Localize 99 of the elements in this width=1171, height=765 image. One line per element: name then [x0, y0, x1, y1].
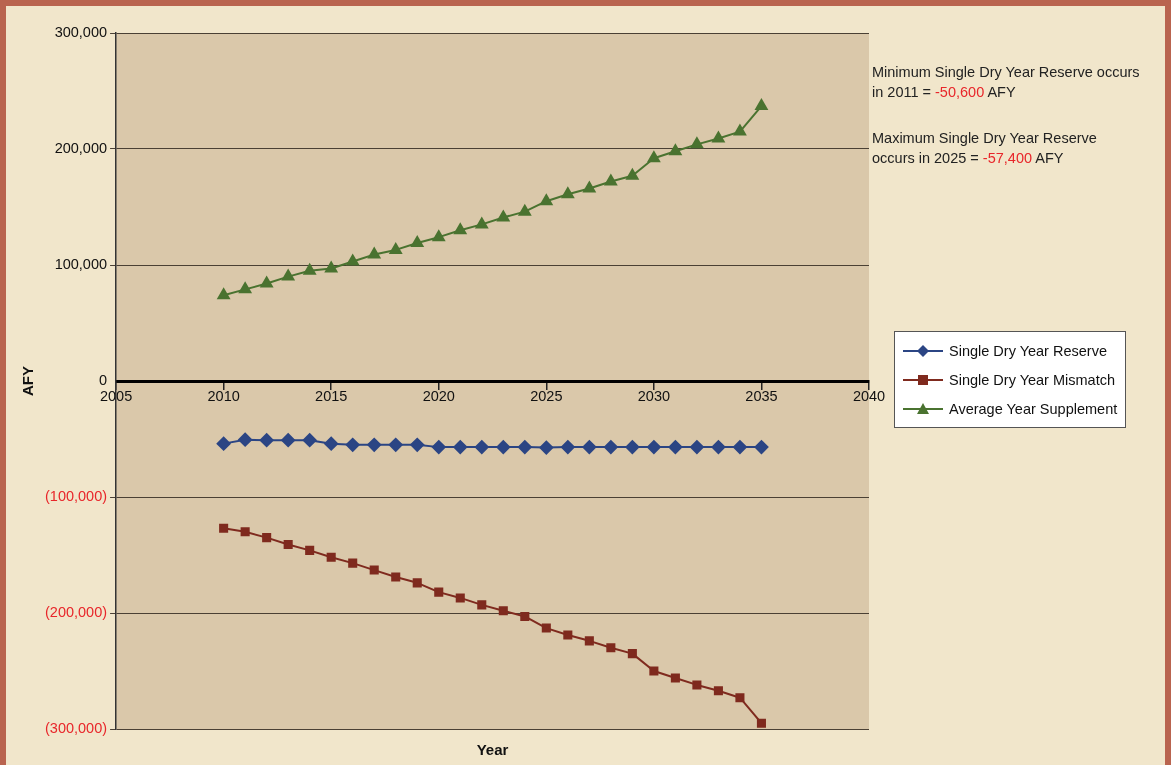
point — [518, 204, 531, 216]
point — [647, 151, 661, 163]
point — [326, 552, 336, 562]
point — [582, 440, 597, 455]
y-tick-label: 100,000 — [54, 256, 108, 272]
point — [281, 269, 295, 281]
point — [434, 587, 444, 597]
legend-label: Single Dry Year Mismatch — [949, 371, 1116, 388]
point — [669, 144, 682, 156]
point — [670, 673, 680, 683]
point — [453, 440, 468, 455]
x-tick-label: 2015 — [315, 387, 348, 404]
point — [325, 261, 338, 273]
point — [303, 263, 316, 275]
point — [690, 137, 704, 149]
point — [260, 276, 273, 288]
point — [606, 643, 616, 653]
point — [539, 440, 554, 455]
point — [474, 440, 489, 455]
point — [391, 572, 401, 582]
point — [692, 680, 702, 690]
y-tick-label: 300,000 — [54, 24, 108, 40]
point — [324, 436, 339, 451]
point — [560, 440, 575, 455]
point — [689, 440, 704, 455]
point — [367, 437, 382, 452]
point — [517, 440, 532, 455]
point — [477, 600, 487, 610]
point — [305, 545, 315, 555]
point — [498, 606, 508, 616]
x-axis-title: Year — [476, 740, 509, 758]
point — [262, 533, 272, 543]
point — [216, 436, 231, 451]
point — [369, 565, 379, 575]
point — [412, 578, 422, 588]
point — [584, 636, 594, 646]
point — [603, 440, 618, 455]
text: Maximum Single Dry Year Reserve occurs in 2025 = -57,400 AFY — [872, 130, 1097, 166]
point — [346, 254, 359, 266]
point — [713, 686, 723, 696]
x-tick-label: 2030 — [637, 387, 671, 404]
x-tick-label: 2020 — [422, 387, 455, 404]
y-tick-label: 0 — [98, 372, 108, 388]
point — [454, 223, 467, 235]
x-tick-label: 2035 — [745, 387, 778, 404]
point — [217, 288, 230, 300]
point — [735, 693, 745, 703]
point — [626, 168, 639, 180]
point — [497, 210, 510, 222]
point — [388, 437, 403, 452]
point — [411, 235, 424, 247]
y-tick-label: (200,000) — [44, 604, 108, 620]
point — [755, 99, 768, 111]
text: Minimum Single Dry Year Reserve occurs in 2011 = -50,600 AFY — [872, 64, 1140, 100]
point — [754, 440, 769, 455]
point — [625, 440, 640, 455]
y-axis-title: AFY — [19, 366, 37, 396]
point — [732, 440, 747, 455]
point — [348, 558, 358, 568]
point — [455, 593, 465, 603]
point — [540, 194, 553, 206]
point — [219, 523, 229, 533]
point — [668, 440, 683, 455]
point — [431, 440, 446, 455]
x-tick-label: 2040 — [852, 387, 886, 404]
point — [561, 187, 575, 199]
point — [712, 131, 725, 143]
point — [410, 437, 425, 452]
point — [733, 124, 747, 136]
point — [541, 623, 551, 633]
point — [649, 666, 659, 676]
point — [345, 437, 360, 452]
point — [627, 649, 637, 659]
point — [520, 611, 530, 622]
point — [563, 630, 573, 640]
point — [368, 247, 381, 259]
legend-label: Single Dry Year Reserve — [949, 342, 1107, 359]
point — [259, 433, 274, 448]
point — [475, 217, 488, 229]
point — [496, 440, 511, 455]
point — [432, 230, 445, 242]
y-tick-label: (300,000) — [44, 720, 108, 736]
point — [604, 174, 618, 186]
point — [238, 432, 253, 447]
y-tick-label: 200,000 — [54, 140, 108, 156]
legend-label: Average Year Supplement — [949, 400, 1118, 417]
y-tick-label: (100,000) — [44, 488, 108, 504]
point — [240, 527, 250, 537]
point — [302, 433, 317, 448]
x-tick-label: 2025 — [530, 387, 563, 404]
point — [281, 433, 296, 448]
point — [283, 540, 293, 550]
point — [646, 440, 661, 455]
point — [238, 282, 252, 294]
point — [389, 242, 402, 254]
point — [756, 718, 766, 728]
x-tick-label: 2010 — [207, 387, 240, 404]
point — [583, 181, 596, 193]
point — [711, 440, 726, 455]
